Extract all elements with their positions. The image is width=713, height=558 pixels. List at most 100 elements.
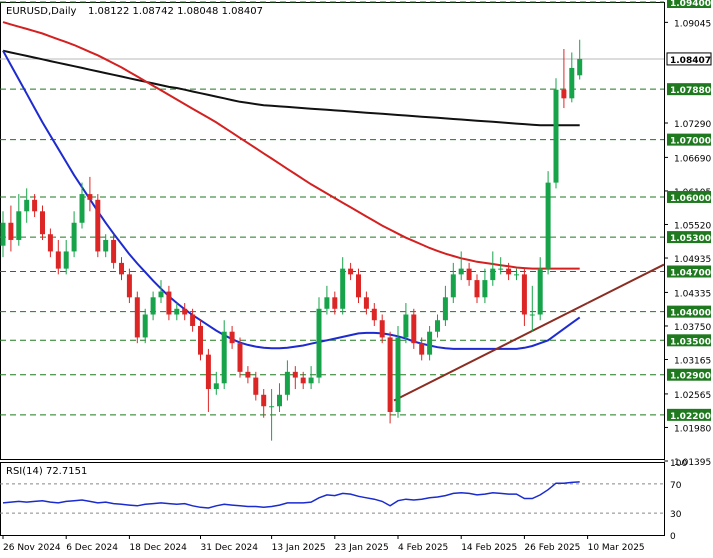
level-price-tag — [667, 231, 711, 244]
candle-body — [221, 331, 227, 384]
candle-body — [24, 199, 30, 212]
candle-body — [150, 297, 156, 315]
candle-body — [458, 268, 464, 275]
rsi-tick-label: 30 — [670, 510, 682, 520]
candle-body — [371, 308, 377, 321]
price-tick-label: 1.04935 — [674, 255, 711, 265]
candle-body — [435, 320, 440, 332]
candle-body — [363, 297, 369, 309]
candle-body — [419, 343, 425, 355]
level-price-tag — [667, 0, 711, 8]
candle-body — [174, 308, 180, 315]
current-price-tag — [666, 52, 712, 66]
price-tick-label: 1.01395 — [674, 458, 711, 468]
candle-body — [253, 377, 259, 395]
candle-body — [213, 383, 219, 390]
rsi-tick-label: 70 — [670, 481, 682, 491]
level-price-label: 1.09400 — [670, 0, 711, 9]
level-price-label: 1.02200 — [670, 412, 711, 422]
candle-body — [87, 194, 93, 200]
candle-body — [126, 274, 132, 298]
candle-body — [55, 251, 61, 269]
candle-body — [474, 280, 480, 298]
candles-layer — [0, 39, 583, 441]
candle-body — [387, 337, 393, 412]
candle-body — [348, 268, 354, 275]
time-tick-label: 26 Nov 2024 — [3, 543, 61, 553]
candle-body — [403, 314, 409, 338]
candle-body — [529, 314, 535, 316]
time-tick-label: 6 Dec 2024 — [66, 543, 118, 553]
time-tick-label: 18 Dec 2024 — [129, 543, 187, 553]
candle-body — [119, 262, 124, 275]
candle-body — [182, 308, 188, 315]
candle-body — [506, 268, 512, 275]
rsi-title: RSI(14) 72.7151 — [6, 466, 87, 477]
trend-line-extension — [587, 263, 665, 304]
candle-body — [103, 239, 109, 252]
candle-body — [284, 371, 290, 395]
ma-red-line — [2, 21, 580, 270]
price-axis: 1.090451.072901.066901.061051.055201.049… — [664, 0, 712, 468]
level-price-tag — [667, 83, 711, 96]
time-tick-label: 4 Feb 2025 — [398, 543, 448, 553]
candle-body — [166, 291, 172, 315]
candle-body — [134, 297, 140, 338]
candle-body — [277, 394, 282, 407]
candle-body — [308, 377, 314, 384]
price-tick-label: 1.09045 — [674, 19, 711, 29]
candle-body — [292, 371, 298, 378]
candle-body — [569, 67, 575, 99]
candle-body — [427, 331, 433, 355]
level-price-label: 1.07000 — [670, 137, 711, 147]
current-price-label: 1.08407 — [670, 56, 711, 66]
candle-body — [340, 268, 346, 309]
candle-body — [442, 297, 448, 321]
price-levels-layer — [0, 1, 665, 460]
candle-body — [379, 320, 385, 338]
time-tick-label: 31 Dec 2024 — [201, 543, 259, 553]
rsi-tick-label: 100 — [670, 459, 687, 469]
trend-line — [393, 302, 589, 402]
candle-body — [545, 182, 551, 269]
time-tick-label: 26 Feb 2025 — [524, 543, 580, 553]
candle-body — [71, 222, 77, 252]
level-price-label: 1.06000 — [670, 194, 711, 204]
candle-body — [245, 371, 251, 378]
candle-body — [561, 89, 567, 99]
level-price-label: 1.07880 — [670, 86, 711, 96]
candle-body — [324, 297, 330, 309]
candle-body — [411, 314, 417, 344]
rsi-tick-label: 0 — [670, 532, 676, 542]
candle-body — [16, 211, 22, 240]
candle-body — [482, 280, 488, 298]
candle-body — [8, 222, 14, 240]
level-price-tag — [667, 408, 711, 421]
candle-body — [229, 331, 235, 344]
level-price-label: 1.04000 — [670, 309, 711, 319]
time-tick-label: 23 Jan 2025 — [335, 543, 389, 553]
ma-black-line — [2, 49, 580, 127]
candle-body — [498, 268, 504, 270]
level-price-tag — [667, 190, 711, 203]
candle-body — [79, 194, 85, 223]
time-tick-label: 13 Jan 2025 — [272, 543, 326, 553]
level-price-tag — [667, 133, 711, 146]
time-tick-label: 10 Mar 2025 — [588, 543, 645, 553]
candle-body — [142, 314, 148, 338]
level-price-tag — [667, 334, 711, 347]
candle-body — [0, 222, 6, 246]
candle-body — [63, 251, 69, 269]
candle-body — [198, 325, 203, 355]
candle-body — [553, 89, 559, 183]
level-price-label: 1.02900 — [670, 372, 711, 382]
candle-body — [356, 274, 361, 298]
candle-body — [537, 268, 543, 315]
level-price-tag — [667, 368, 711, 381]
rsi-panel-frame — [0, 462, 665, 536]
ohlc-readout: 1.08122 1.08742 1.08048 1.08407 — [88, 6, 263, 17]
price-tick-label: 1.04335 — [674, 289, 711, 299]
candle-body — [466, 268, 472, 281]
price-tick-label: 1.07290 — [674, 120, 711, 130]
